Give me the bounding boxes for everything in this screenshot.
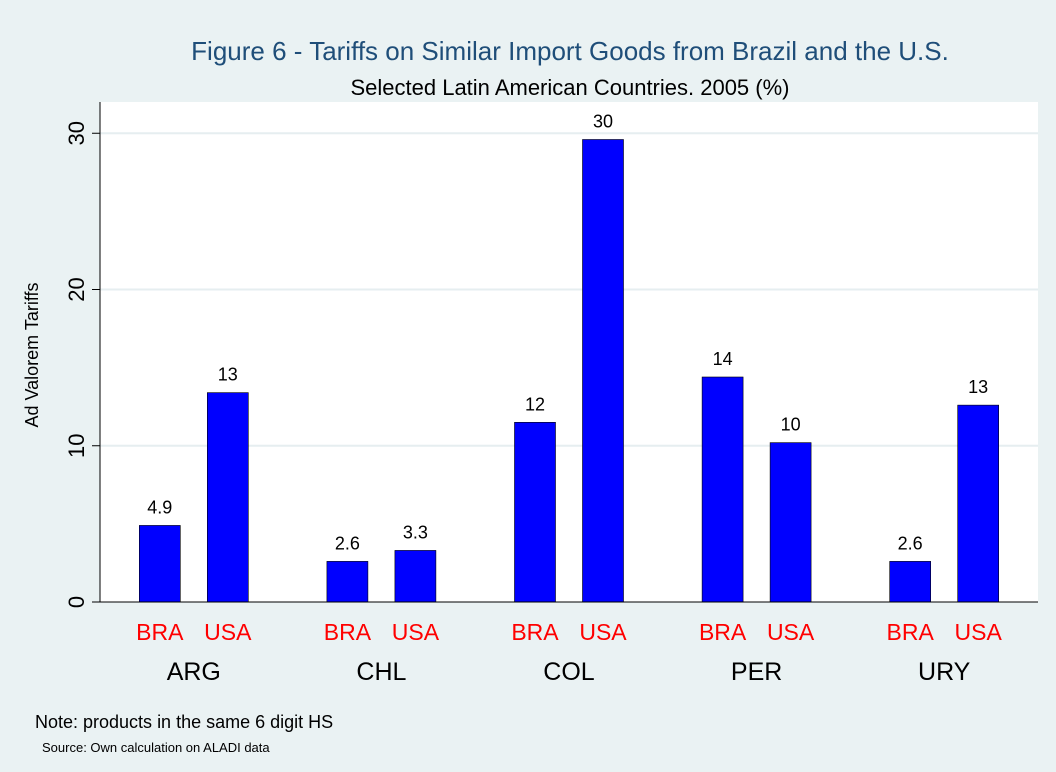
data-label: 14 — [713, 349, 733, 369]
data-label: 4.9 — [147, 497, 172, 517]
data-label: 2.6 — [335, 533, 360, 553]
sub-category-label: BRA — [136, 619, 184, 645]
category-label-per: PER — [731, 658, 782, 686]
chart-title: Figure 6 - Tariffs on Similar Import Goo… — [191, 36, 949, 66]
category-label-chl: CHL — [356, 658, 406, 686]
bar-bra-ury — [889, 561, 932, 603]
bar-bra-arg — [139, 525, 181, 603]
source-text: Source: Own calculation on ALADI data — [42, 740, 270, 755]
bar-bra-chl — [326, 561, 369, 603]
bar-usa-chl — [394, 550, 437, 603]
data-label: 12 — [525, 394, 545, 414]
sub-category-label: BRA — [887, 619, 935, 645]
category-label-ury: URY — [918, 658, 971, 686]
data-label: 13 — [968, 377, 988, 397]
plot-area — [100, 102, 1038, 602]
note-text: Note: products in the same 6 digit HS — [35, 712, 333, 732]
data-label: 30 — [593, 112, 613, 132]
sub-category-label: USA — [579, 619, 627, 645]
data-label: 3.3 — [403, 522, 428, 542]
bar-bra-col — [514, 422, 556, 603]
sub-category-label: USA — [204, 619, 252, 645]
data-label: 2.6 — [898, 533, 923, 553]
sub-category-label: BRA — [699, 619, 747, 645]
chart-subtitle: Selected Latin American Countries. 2005 … — [350, 75, 789, 100]
data-label: 10 — [781, 415, 801, 435]
y-tick-label: 20 — [64, 277, 89, 301]
sub-category-label: USA — [767, 619, 815, 645]
bar-usa-ury — [957, 404, 1000, 603]
sub-category-label: USA — [955, 619, 1003, 645]
bar-usa-per — [769, 442, 812, 603]
y-tick-label: 0 — [64, 596, 89, 608]
sub-category-label: BRA — [511, 619, 559, 645]
bar-usa-arg — [207, 392, 249, 603]
y-tick-label: 10 — [64, 434, 89, 458]
data-label: 13 — [218, 365, 238, 385]
y-tick-label: 30 — [64, 121, 89, 145]
y-axis-label: Ad Valorem Tariffs — [22, 282, 42, 427]
sub-category-label: BRA — [324, 619, 372, 645]
category-label-arg: ARG — [167, 658, 221, 686]
bar-usa-col — [582, 139, 624, 603]
category-label-col: COL — [543, 658, 595, 686]
sub-category-label: USA — [392, 619, 440, 645]
bar-bra-per — [701, 376, 744, 603]
